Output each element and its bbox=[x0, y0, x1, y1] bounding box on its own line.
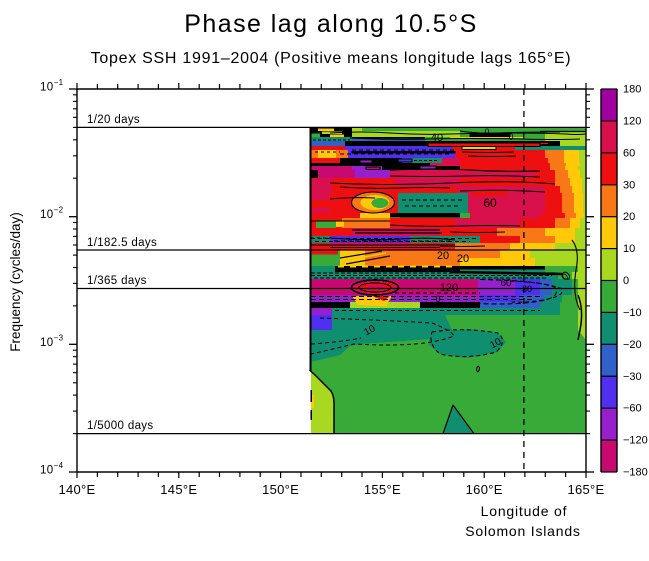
svg-text:180: 180 bbox=[623, 84, 641, 96]
svg-text:40: 40 bbox=[431, 132, 443, 144]
svg-text:−120: −120 bbox=[623, 435, 648, 447]
svg-text:0: 0 bbox=[560, 271, 570, 282]
svg-text:60: 60 bbox=[483, 196, 497, 210]
svg-text:1/5000 days: 1/5000 days bbox=[87, 420, 154, 432]
svg-text:160°E: 160°E bbox=[466, 482, 503, 497]
svg-text:30: 30 bbox=[623, 179, 635, 191]
svg-text:0: 0 bbox=[508, 132, 513, 142]
svg-text:−60: −60 bbox=[623, 403, 642, 415]
svg-text:20: 20 bbox=[623, 211, 635, 223]
svg-text:155°E: 155°E bbox=[364, 482, 401, 497]
svg-text:1/365 days: 1/365 days bbox=[87, 275, 147, 287]
svg-text:60: 60 bbox=[623, 147, 635, 159]
svg-text:120: 120 bbox=[623, 115, 641, 127]
svg-text:20: 20 bbox=[437, 250, 449, 262]
svg-text:145°E: 145°E bbox=[160, 482, 197, 497]
svg-text:Solomon Islands: Solomon Islands bbox=[465, 523, 581, 539]
svg-text:Frequency (cycles/day): Frequency (cycles/day) bbox=[8, 212, 23, 352]
svg-text:−20: −20 bbox=[623, 339, 642, 351]
svg-text:−30: −30 bbox=[623, 371, 642, 383]
svg-text:−10: −10 bbox=[623, 307, 642, 319]
svg-text:20: 20 bbox=[457, 253, 469, 265]
svg-text:10: 10 bbox=[362, 323, 377, 338]
svg-text:1/20 days: 1/20 days bbox=[87, 114, 140, 126]
svg-text:140°E: 140°E bbox=[58, 482, 95, 497]
svg-text:10: 10 bbox=[488, 336, 503, 351]
svg-text:10: 10 bbox=[623, 243, 635, 255]
svg-text:0: 0 bbox=[623, 275, 629, 287]
svg-text:1/182.5 days: 1/182.5 days bbox=[87, 237, 157, 249]
svg-text:Longitude of: Longitude of bbox=[481, 503, 568, 519]
svg-text:150°E: 150°E bbox=[262, 482, 299, 497]
svg-text:Topex SSH 1991–2004 (Positive: Topex SSH 1991–2004 (Positive means long… bbox=[91, 50, 572, 67]
svg-text:−180: −180 bbox=[623, 467, 648, 479]
svg-text:Phase lag along 10.5°S: Phase lag along 10.5°S bbox=[184, 10, 478, 38]
svg-text:0: 0 bbox=[484, 127, 489, 137]
svg-text:165°E: 165°E bbox=[567, 482, 604, 497]
svg-text:0: 0 bbox=[435, 294, 440, 304]
svg-text:60: 60 bbox=[500, 278, 512, 289]
